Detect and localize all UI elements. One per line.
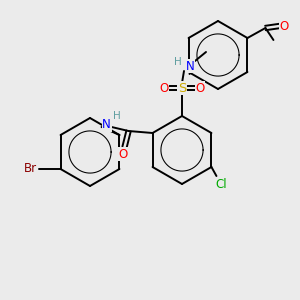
Text: O: O — [280, 20, 289, 32]
Text: S: S — [178, 82, 186, 94]
Text: O: O — [118, 148, 127, 160]
Text: H: H — [174, 57, 182, 67]
Text: N: N — [186, 59, 194, 73]
Text: Cl: Cl — [216, 178, 227, 191]
Text: Br: Br — [24, 163, 37, 176]
Text: H: H — [113, 111, 120, 121]
Text: O: O — [195, 82, 205, 94]
Text: N: N — [102, 118, 111, 131]
Text: O: O — [159, 82, 169, 94]
